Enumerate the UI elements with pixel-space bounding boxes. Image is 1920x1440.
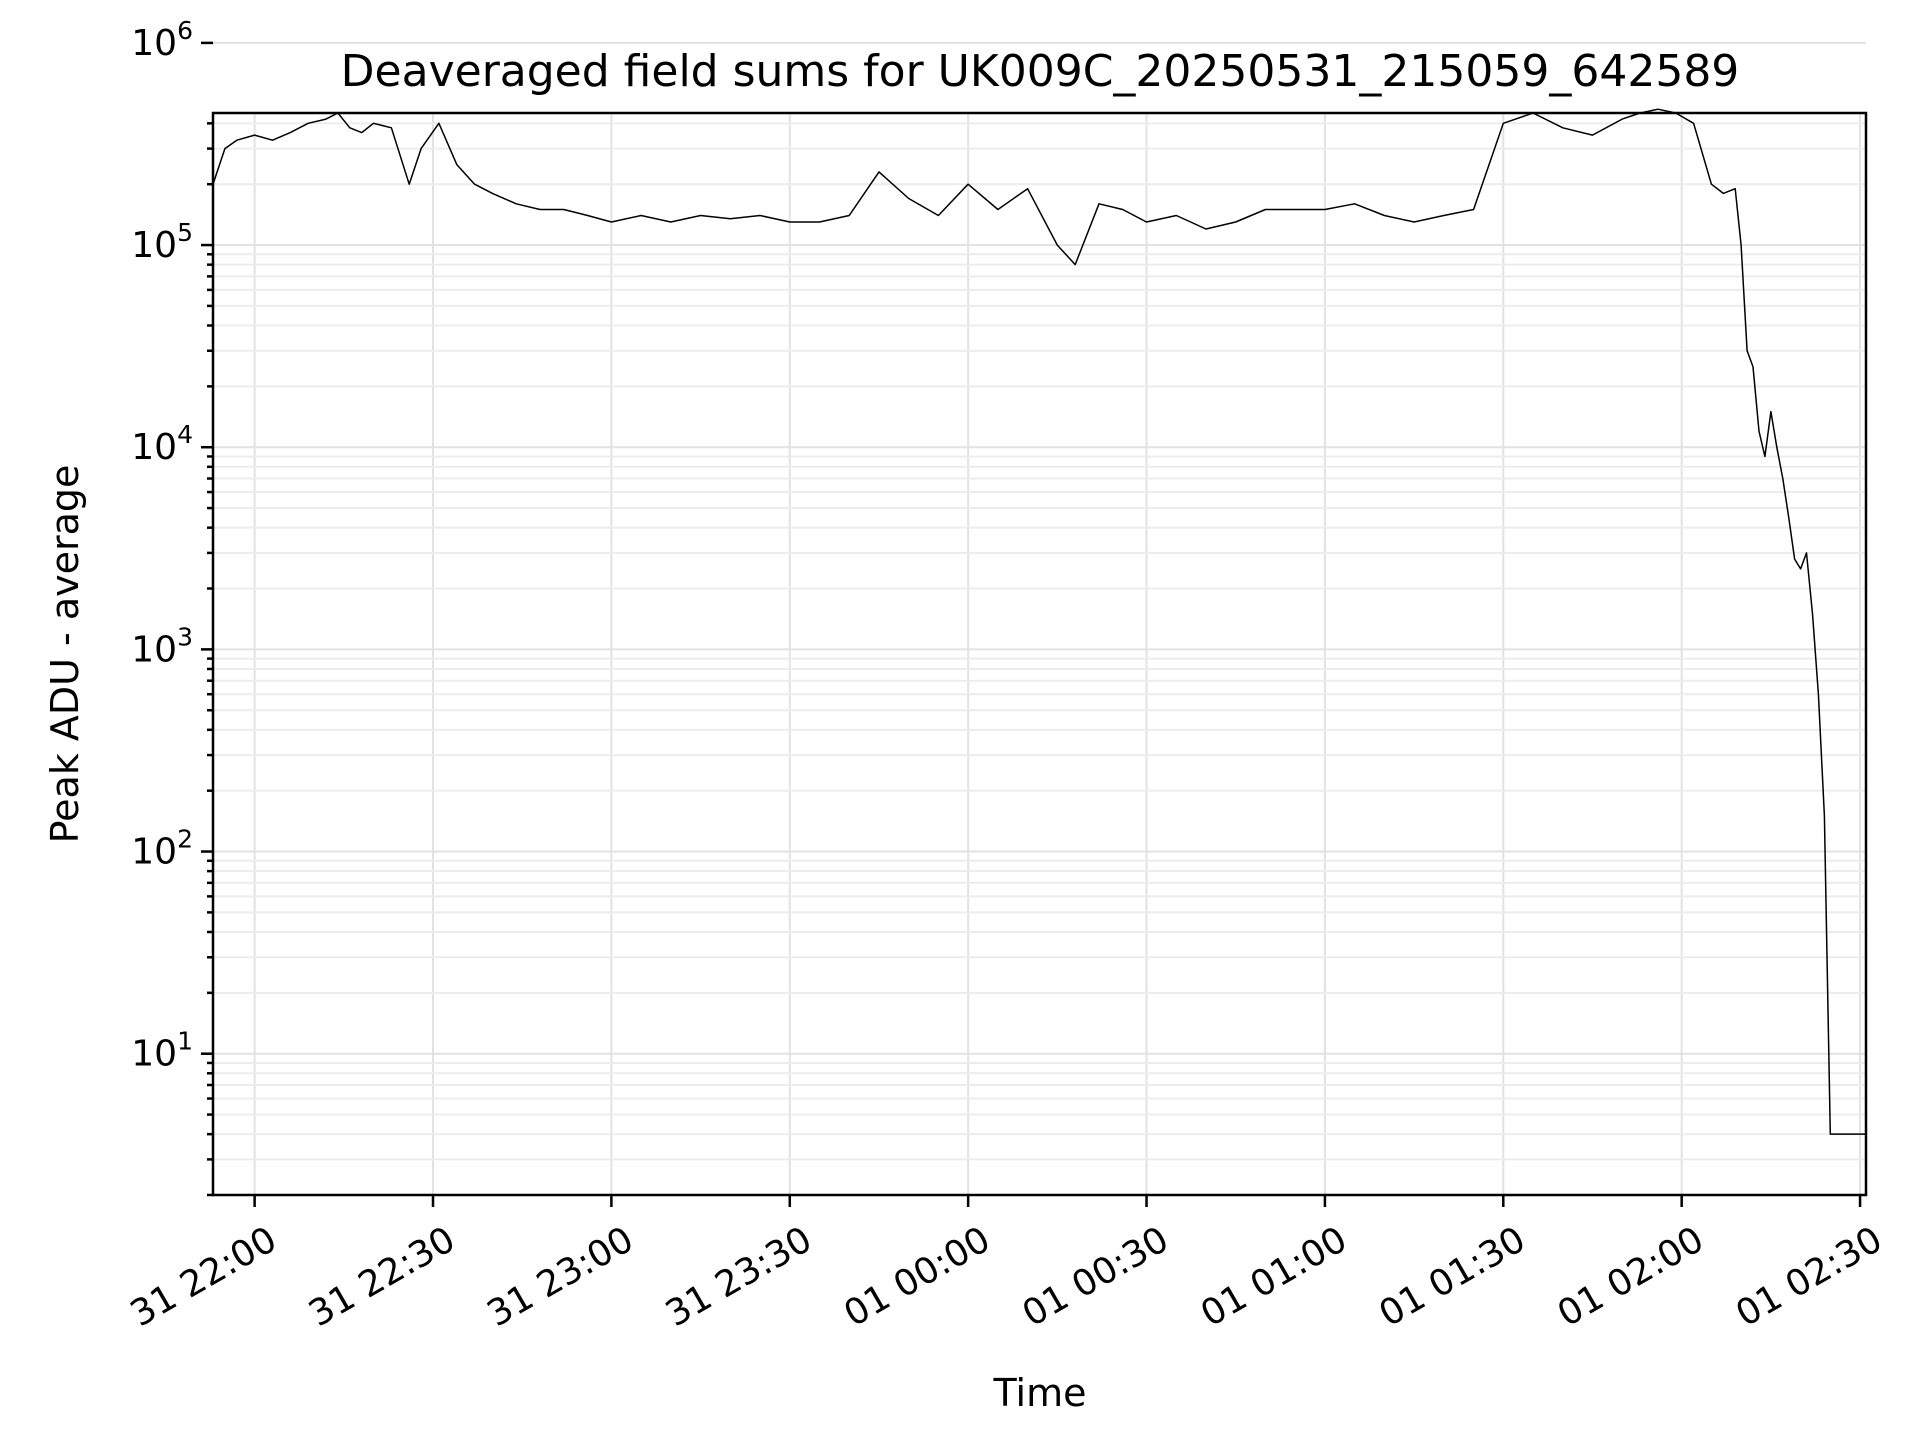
x-tick-label: 31 23:00 bbox=[481, 1219, 641, 1335]
series-line bbox=[212, 108, 1866, 1135]
y-tick-label: 103 bbox=[131, 622, 193, 670]
x-tick-label: 01 00:30 bbox=[1016, 1219, 1176, 1335]
x-tick-label: 31 22:00 bbox=[124, 1219, 284, 1335]
y-tick-label: 102 bbox=[131, 825, 193, 873]
x-tick-label: 01 00:00 bbox=[837, 1219, 997, 1335]
x-tick-label: 31 22:30 bbox=[302, 1219, 462, 1335]
x-tick-label: 01 02:00 bbox=[1551, 1219, 1711, 1335]
grid bbox=[213, 41, 1866, 1196]
y-tick-label: 106 bbox=[131, 16, 193, 64]
x-axis-label: Time bbox=[993, 1371, 1087, 1415]
x-tick-label: 31 23:30 bbox=[659, 1219, 819, 1335]
y-axis-label: Peak ADU - average bbox=[43, 465, 87, 844]
x-axis: 31 22:00 31 22:30 31 23:00 31 23:30 01 00:00… bbox=[124, 1195, 1889, 1335]
chart-title: Deaveraged field sums for UK009C_2025053… bbox=[341, 46, 1740, 97]
x-tick-label: 01 01:00 bbox=[1194, 1219, 1354, 1335]
y-tick-label: 104 bbox=[131, 420, 193, 468]
series-layer bbox=[212, 108, 1866, 1135]
x-tick-label: 01 02:30 bbox=[1729, 1219, 1889, 1335]
x-tick-label: 01 01:30 bbox=[1372, 1219, 1532, 1335]
plot-frame bbox=[211, 111, 1868, 1197]
y-tick-label: 105 bbox=[131, 218, 193, 266]
y-tick-label: 101 bbox=[131, 1027, 193, 1075]
y-axis: 101 102 103 104 105 106 bbox=[131, 16, 213, 1197]
